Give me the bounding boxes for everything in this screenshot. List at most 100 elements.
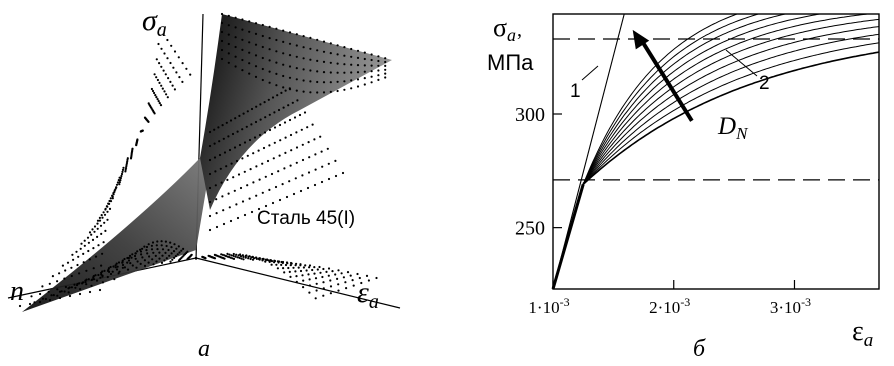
surface-dot — [47, 290, 50, 293]
curve-6 — [553, 14, 872, 289]
surface-dot — [263, 101, 266, 104]
surface-dot — [220, 253, 223, 256]
surface-dot — [288, 42, 292, 45]
surface-dot — [358, 276, 361, 280]
surface-dot — [331, 270, 334, 273]
surface-dot — [283, 167, 286, 170]
surface-dot — [282, 86, 285, 89]
surface-dot — [384, 60, 387, 64]
surface-dot — [282, 106, 285, 109]
surface-dot — [305, 269, 308, 272]
surface-dot — [82, 252, 85, 255]
surface-dot — [270, 172, 274, 176]
surface-dot — [363, 64, 366, 67]
surface-dot — [92, 247, 95, 250]
surface-dot — [111, 197, 114, 200]
surface-dot — [115, 262, 118, 265]
surface-dot — [170, 246, 173, 249]
surface-dot — [254, 22, 258, 25]
surface-dot — [322, 50, 326, 53]
surface-dot — [78, 282, 81, 285]
surface-dot — [356, 71, 360, 74]
surface-dot — [238, 143, 242, 147]
surface-dot — [282, 63, 285, 66]
eps-axis-label: εa — [357, 276, 379, 313]
surface-dot — [227, 33, 230, 36]
surface-dot — [64, 269, 67, 272]
surface-dot — [268, 113, 271, 116]
surface-dot — [220, 57, 224, 61]
surface-dot — [259, 118, 262, 121]
surface-dot — [106, 275, 109, 279]
surface-dot — [280, 91, 283, 94]
surface-dot — [136, 260, 139, 263]
surface-dot — [87, 249, 90, 253]
surface-dot — [167, 77, 170, 80]
surface-dot — [113, 278, 116, 281]
surface-dot — [61, 264, 64, 267]
surface-dot — [309, 91, 312, 94]
surface-dot — [334, 159, 337, 162]
surface-dot — [245, 125, 248, 128]
surface-dot — [234, 36, 237, 39]
surface-dot — [384, 57, 387, 60]
surface-dot — [166, 38, 169, 42]
surface-dot — [243, 141, 247, 144]
surface-dot — [208, 228, 212, 232]
surface-dot — [268, 25, 271, 28]
surface-dot — [96, 219, 100, 222]
surface-dot — [308, 264, 312, 267]
surface-dot — [163, 259, 166, 262]
surface-dot — [101, 281, 104, 284]
surface-dot — [239, 186, 243, 190]
surface-dot — [308, 156, 311, 159]
surface-dot — [208, 144, 212, 148]
surface-dot — [329, 292, 332, 295]
surface-dot — [173, 256, 176, 259]
surface-dot — [322, 40, 326, 43]
surface-dot — [170, 44, 173, 47]
curve-label-1: 1 — [570, 81, 581, 102]
surface-dot — [245, 254, 248, 257]
surface-dot — [90, 233, 93, 236]
surface-dot — [234, 55, 237, 58]
surface-dot — [180, 249, 183, 252]
surface-dot — [314, 153, 317, 156]
surface-dot — [370, 53, 373, 56]
surface-dot — [301, 274, 304, 277]
surface-dot — [235, 203, 238, 206]
surface-dot — [334, 273, 337, 276]
surface-dot — [363, 70, 366, 73]
surface-dot — [340, 272, 343, 275]
surface-dot — [98, 219, 102, 222]
surface-dot — [314, 297, 317, 300]
surface-dot — [230, 162, 233, 165]
surface-dot — [272, 157, 275, 160]
surface-dot — [58, 296, 62, 300]
surface-dot — [243, 170, 246, 173]
surface-dot — [253, 136, 257, 139]
curve-10 — [553, 14, 739, 289]
surface-dot — [266, 159, 270, 163]
surface-dot — [125, 163, 128, 166]
panel-b-caption: б — [693, 336, 706, 362]
surface-dot — [175, 247, 178, 250]
surface-dot — [320, 150, 323, 153]
surface-dot — [150, 87, 153, 91]
surface-dot — [83, 244, 86, 247]
surface-dot — [258, 178, 261, 181]
surface-dot — [302, 79, 305, 82]
surface-dot — [329, 71, 332, 74]
surface-dot — [165, 257, 168, 260]
surface-dot — [316, 49, 319, 52]
surface-dot — [281, 261, 284, 264]
surface-dot — [377, 78, 380, 81]
surface-dot — [86, 236, 90, 239]
x-tick-label: 2·10-3 — [649, 295, 690, 317]
surface-dot — [232, 252, 235, 256]
surface-dot — [241, 28, 244, 31]
surface-dot — [178, 251, 181, 254]
curve-7 — [553, 14, 823, 289]
surface-dot — [51, 275, 55, 278]
surface-dot — [154, 94, 157, 97]
